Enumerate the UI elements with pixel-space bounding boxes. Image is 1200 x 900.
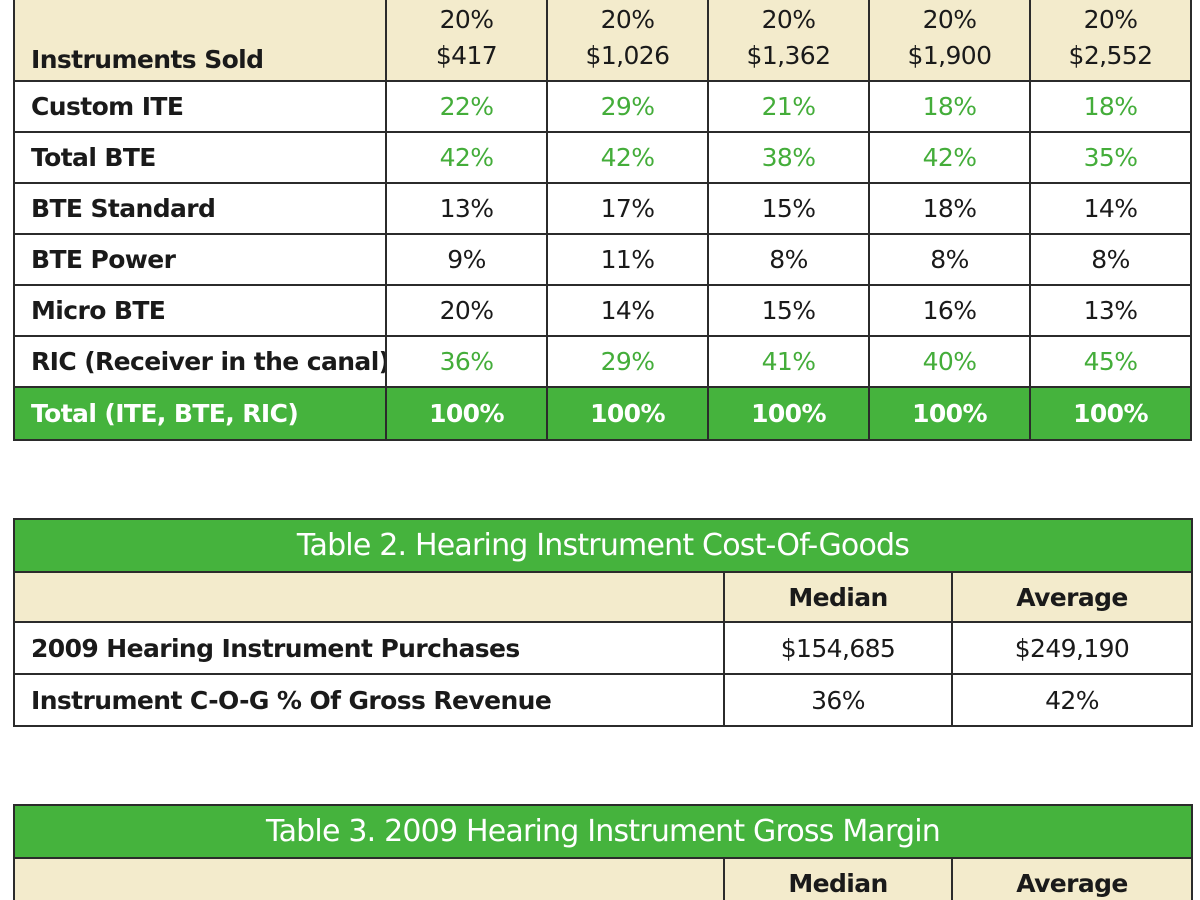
- table2-title-row: Table 2. Hearing Instrument Cost-Of-Good…: [12, 518, 1194, 573]
- table-cell: 17%: [546, 182, 709, 235]
- table-cell: 14%: [1029, 182, 1192, 235]
- table-cell: 14%: [546, 284, 709, 337]
- table1-header-row: Instruments Sold 20% $417 20% $1,026 20% $1…: [13, 0, 1192, 82]
- average-cell: 42%: [950, 673, 1194, 727]
- table-title: Table 3. 2009 Hearing Instrument Gross M…: [12, 804, 1194, 859]
- tier-percent: 20%: [1083, 5, 1138, 34]
- instrument-mix-table: Instruments Sold 20% $417 20% $1,026 20% $1…: [13, 0, 1192, 441]
- table-cell: 15%: [707, 284, 870, 337]
- tier-price: $2,552: [1068, 41, 1153, 70]
- table-row: BTE Standard 13% 17% 15% 18% 14%: [13, 182, 1192, 235]
- table-cell: 22%: [385, 80, 548, 133]
- row-label: 2009 Hearing Instrument Purchases: [13, 621, 725, 675]
- tier-price: $1,026: [585, 41, 670, 70]
- median-header: Median: [723, 857, 953, 900]
- table-cell: 20%: [385, 284, 548, 337]
- median-cell: $154,685: [723, 621, 953, 675]
- table-cell: 8%: [707, 233, 870, 286]
- total-cell: 100%: [1029, 386, 1192, 441]
- row-label: Micro BTE: [13, 284, 387, 337]
- median-cell: 36%: [723, 673, 953, 727]
- table-cell: 11%: [546, 233, 709, 286]
- instruments-sold-header: Instruments Sold: [13, 0, 387, 82]
- table-cell: 40%: [868, 335, 1031, 388]
- table-cell: 18%: [1029, 80, 1192, 133]
- gross-margin-table: Table 3. 2009 Hearing Instrument Gross M…: [12, 804, 1194, 900]
- table2-column-header-row: Median Average: [13, 571, 1194, 623]
- table-cell: 42%: [385, 131, 548, 184]
- total-label: Total (ITE, BTE, RIC): [13, 386, 387, 441]
- table-cell: 36%: [385, 335, 548, 388]
- table-cell: 16%: [868, 284, 1031, 337]
- tier-percent: 20%: [922, 5, 977, 34]
- table-cell: 38%: [707, 131, 870, 184]
- table-cell: 41%: [707, 335, 870, 388]
- total-cell: 100%: [707, 386, 870, 441]
- table3-title-row: Table 3. 2009 Hearing Instrument Gross M…: [12, 804, 1194, 859]
- table-cell: 29%: [546, 80, 709, 133]
- tier-percent: 20%: [761, 5, 816, 34]
- price-tier-header: 20% $1,900: [868, 0, 1031, 82]
- row-label: BTE Power: [13, 233, 387, 286]
- table-cell: 9%: [385, 233, 548, 286]
- table-cell: 42%: [868, 131, 1031, 184]
- table-cell: 45%: [1029, 335, 1192, 388]
- tier-percent: 20%: [439, 5, 494, 34]
- average-cell: $249,190: [950, 621, 1194, 675]
- price-tier-header: 20% $2,552: [1029, 0, 1192, 82]
- table-row: BTE Power 9% 11% 8% 8% 8%: [13, 233, 1192, 286]
- table-cell: 13%: [1029, 284, 1192, 337]
- table-cell: 15%: [707, 182, 870, 235]
- table-title: Table 2. Hearing Instrument Cost-Of-Good…: [12, 518, 1194, 573]
- total-cell: 100%: [385, 386, 548, 441]
- table-row: Instrument C-O-G % Of Gross Revenue 36% …: [13, 673, 1194, 727]
- table-cell: 35%: [1029, 131, 1192, 184]
- table-row: Custom ITE 22% 29% 21% 18% 18%: [13, 80, 1192, 133]
- tier-price: $1,900: [907, 41, 992, 70]
- total-cell: 100%: [546, 386, 709, 441]
- table-cell: 42%: [546, 131, 709, 184]
- price-tier-header: 20% $417: [385, 0, 548, 82]
- tier-percent: 20%: [600, 5, 655, 34]
- row-label: BTE Standard: [13, 182, 387, 235]
- table-cell: 13%: [385, 182, 548, 235]
- row-label: Custom ITE: [13, 80, 387, 133]
- table-row: Total BTE 42% 42% 38% 42% 35%: [13, 131, 1192, 184]
- table-cell: 29%: [546, 335, 709, 388]
- blank-header-cell: [13, 857, 725, 900]
- table-cell: 18%: [868, 182, 1031, 235]
- table-cell: 18%: [868, 80, 1031, 133]
- total-cell: 100%: [868, 386, 1031, 441]
- tier-price: $1,362: [746, 41, 831, 70]
- median-header: Median: [723, 571, 953, 623]
- table-cell: 8%: [1029, 233, 1192, 286]
- table-cell: 21%: [707, 80, 870, 133]
- row-label: Instrument C-O-G % Of Gross Revenue: [13, 673, 725, 727]
- table3-column-header-row: Median Average: [13, 857, 1194, 900]
- average-header: Average: [950, 857, 1194, 900]
- table-cell: 8%: [868, 233, 1031, 286]
- total-row: Total (ITE, BTE, RIC) 100% 100% 100% 100…: [13, 386, 1192, 441]
- price-tier-header: 20% $1,026: [546, 0, 709, 82]
- row-label: Total BTE: [13, 131, 387, 184]
- table-row: 2009 Hearing Instrument Purchases $154,6…: [13, 621, 1194, 675]
- average-header: Average: [950, 571, 1194, 623]
- row-label: RIC (Receiver in the canal): [13, 335, 387, 388]
- cost-of-goods-table: Table 2. Hearing Instrument Cost-Of-Good…: [12, 518, 1194, 727]
- table-row: RIC (Receiver in the canal) 36% 29% 41% …: [13, 335, 1192, 388]
- price-tier-header: 20% $1,362: [707, 0, 870, 82]
- table-row: Micro BTE 20% 14% 15% 16% 13%: [13, 284, 1192, 337]
- blank-header-cell: [13, 571, 725, 623]
- tier-price: $417: [435, 41, 498, 70]
